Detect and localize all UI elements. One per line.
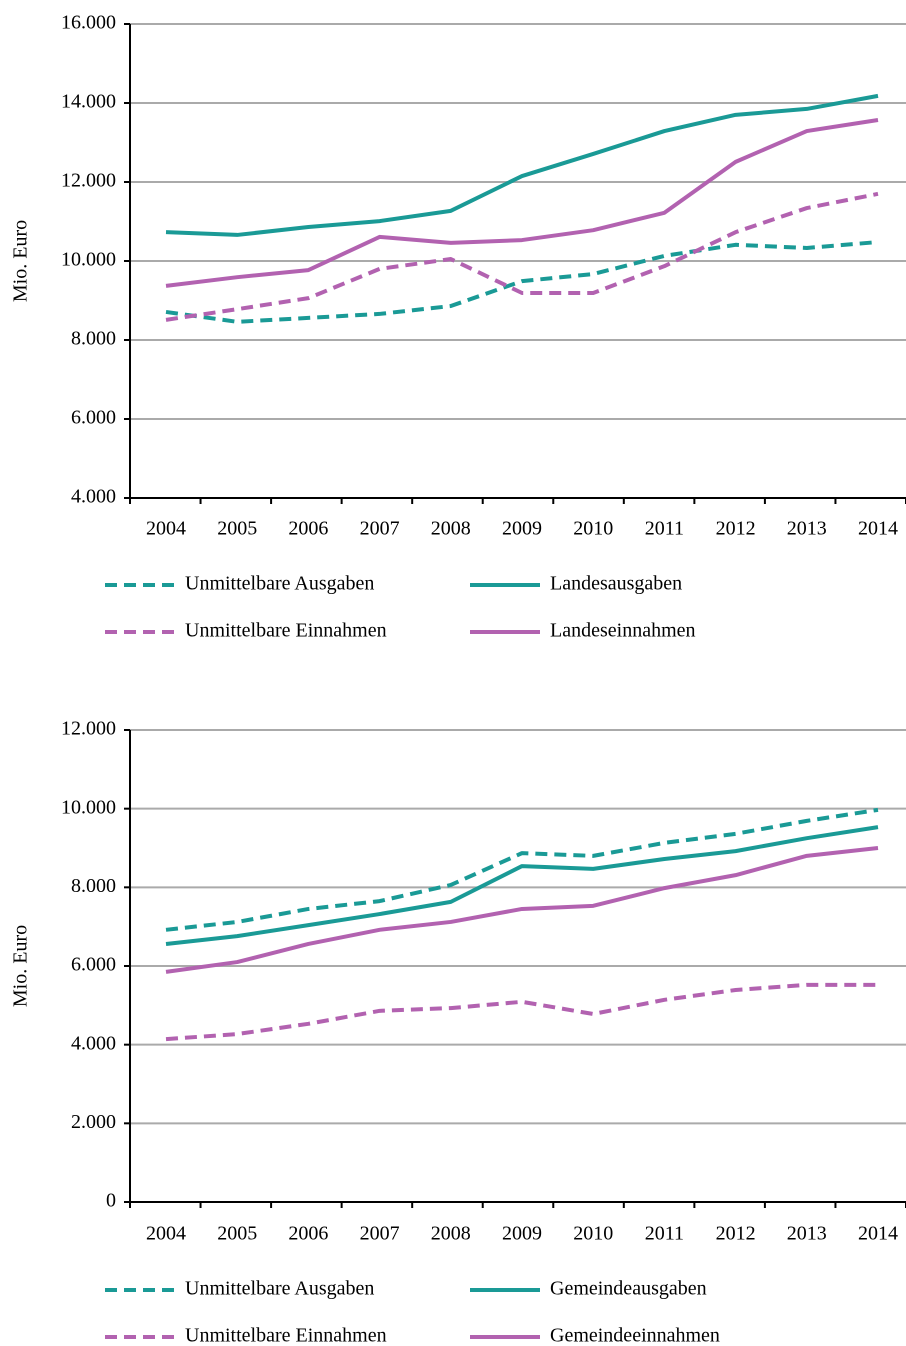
x-tick-label: 2008 bbox=[431, 518, 471, 540]
series-line bbox=[165, 118, 879, 288]
x-tick-label: 2013 bbox=[787, 1223, 827, 1245]
y-axis-label: Mio. Euro bbox=[10, 220, 32, 302]
y-tick-label: 4.000 bbox=[71, 1032, 116, 1054]
legend-label: Gemeindeeinnahmen bbox=[550, 1325, 720, 1346]
series-line bbox=[165, 191, 879, 322]
x-tick-label: 2005 bbox=[217, 1223, 257, 1245]
series-line bbox=[165, 825, 879, 946]
y-tick-label: 8.000 bbox=[71, 328, 116, 350]
legend-label: Gemeindeausgaben bbox=[550, 1278, 707, 1300]
legend-label: Unmittelbare Einnahmen bbox=[185, 1325, 387, 1346]
x-tick-label: 2012 bbox=[716, 518, 756, 540]
y-tick-label: 4.000 bbox=[71, 486, 116, 508]
x-tick-label: 2006 bbox=[288, 518, 328, 540]
y-tick-label: 0 bbox=[106, 1190, 116, 1212]
series-line bbox=[165, 93, 879, 237]
y-tick-label: 10.000 bbox=[61, 249, 116, 271]
y-tick-label: 6.000 bbox=[71, 407, 116, 429]
x-tick-label: 2013 bbox=[787, 518, 827, 540]
x-tick-label: 2011 bbox=[645, 518, 684, 540]
x-tick-label: 2007 bbox=[360, 1223, 400, 1245]
x-tick-label: 2008 bbox=[431, 1223, 471, 1245]
y-tick-label: 8.000 bbox=[71, 875, 116, 897]
series-line bbox=[165, 240, 879, 324]
legend-label: Landesausgaben bbox=[550, 573, 682, 595]
y-tick-label: 6.000 bbox=[71, 954, 116, 976]
x-tick-label: 2011 bbox=[645, 1223, 684, 1245]
series-line bbox=[165, 982, 878, 1042]
y-tick-label: 12.000 bbox=[61, 170, 116, 192]
x-tick-label: 2004 bbox=[146, 518, 186, 540]
x-tick-label: 2005 bbox=[217, 518, 257, 540]
series-line bbox=[165, 807, 879, 932]
y-axis-label: Mio. Euro bbox=[10, 925, 32, 1007]
legend-label: Landeseinnahmen bbox=[550, 620, 696, 642]
x-tick-label: 2010 bbox=[573, 518, 613, 540]
x-tick-label: 2007 bbox=[360, 518, 400, 540]
x-tick-label: 2009 bbox=[502, 518, 542, 540]
legend-label: Unmittelbare Ausgaben bbox=[185, 1278, 374, 1300]
y-tick-label: 10.000 bbox=[61, 796, 116, 818]
y-tick-label: 12.000 bbox=[61, 718, 116, 740]
x-tick-label: 2012 bbox=[716, 1223, 756, 1245]
y-tick-label: 14.000 bbox=[61, 91, 116, 113]
legend-label: Unmittelbare Ausgaben bbox=[185, 573, 374, 595]
x-tick-label: 2004 bbox=[146, 1223, 186, 1245]
x-tick-label: 2010 bbox=[573, 1223, 613, 1245]
legend-label: Unmittelbare Einnahmen bbox=[185, 620, 387, 642]
x-tick-label: 2014 bbox=[858, 518, 898, 540]
series-line bbox=[165, 846, 879, 974]
y-tick-label: 2.000 bbox=[71, 1111, 116, 1133]
y-tick-label: 16.000 bbox=[61, 12, 116, 34]
x-tick-label: 2006 bbox=[288, 1223, 328, 1245]
x-tick-label: 2014 bbox=[858, 1223, 898, 1245]
x-tick-label: 2009 bbox=[502, 1223, 542, 1245]
